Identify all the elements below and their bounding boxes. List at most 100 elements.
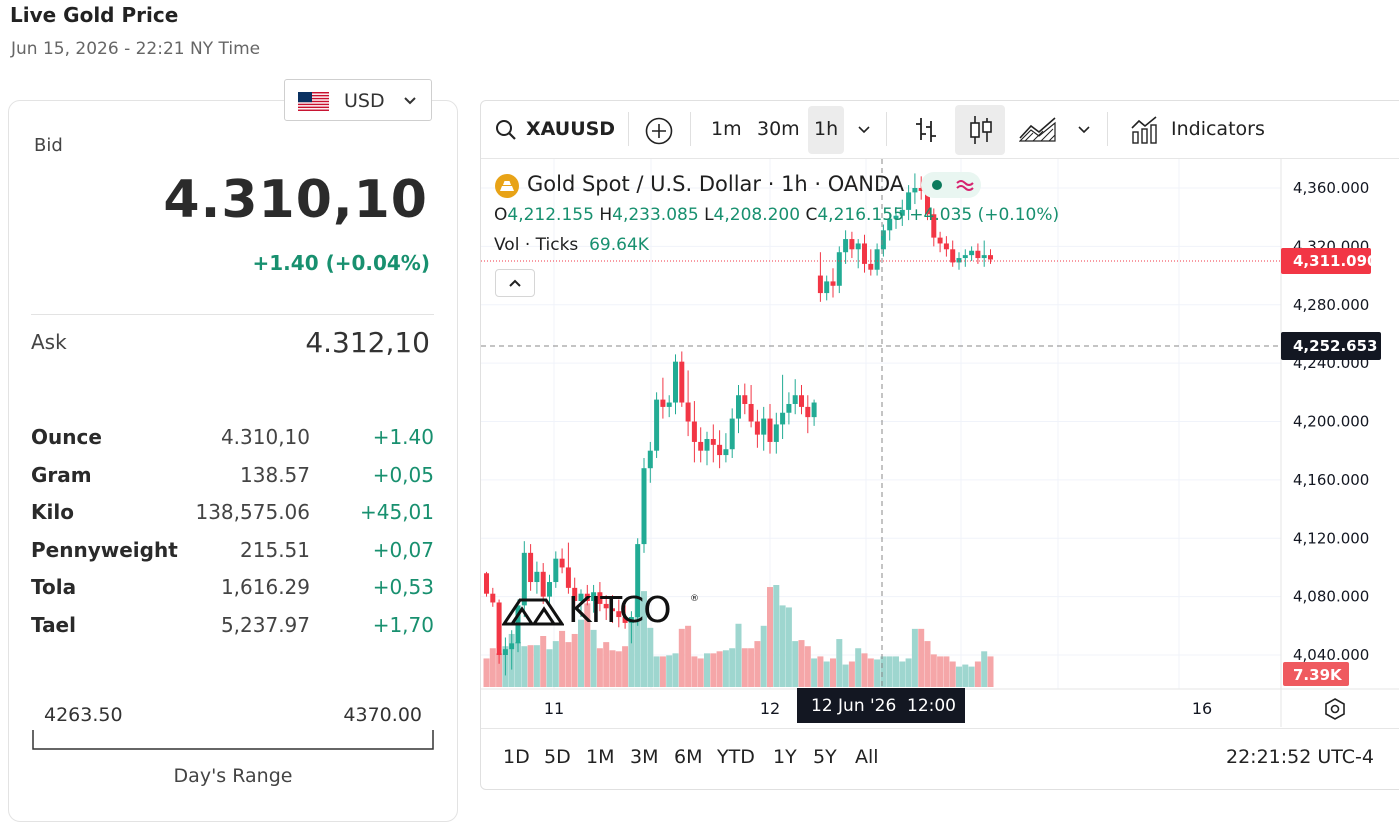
candle-body bbox=[862, 243, 867, 264]
compare-symbol-icon[interactable] bbox=[644, 116, 674, 146]
candle-body bbox=[729, 418, 735, 450]
volume-bar bbox=[874, 659, 881, 687]
toolbar-separator bbox=[1107, 112, 1108, 146]
candle-body bbox=[736, 395, 741, 419]
bid-change: +1.40 (+0.04%) bbox=[252, 251, 431, 275]
candle-body bbox=[773, 424, 779, 442]
kitco-wordmark: KITCO bbox=[568, 590, 672, 631]
legend-title: Gold Spot / U.S. Dollar · 1h · OANDA bbox=[527, 172, 905, 196]
candle-body bbox=[666, 402, 672, 407]
range-high: 4370.00 bbox=[343, 704, 422, 726]
range-5d[interactable]: 5D bbox=[544, 746, 571, 768]
volume-bar bbox=[533, 645, 540, 687]
volume-bar bbox=[823, 661, 830, 687]
price-tick-label: 4,120.000 bbox=[1293, 529, 1369, 547]
area-chart-type-icon[interactable] bbox=[1019, 116, 1057, 142]
chart-settings-icon[interactable] bbox=[1323, 697, 1347, 721]
volume-bar bbox=[817, 656, 824, 687]
bid-value: 4.310,10 bbox=[163, 170, 428, 230]
candle-body bbox=[698, 441, 704, 451]
chart-type-active-bg bbox=[955, 105, 1005, 155]
volume-bar bbox=[867, 658, 874, 687]
volume-bar bbox=[527, 645, 534, 687]
legend-volume: Vol · Ticks 69.64K bbox=[494, 235, 649, 255]
volume-bar bbox=[911, 628, 918, 687]
volume-bar bbox=[729, 648, 736, 687]
chart-clock: 22:21:52 UTC-4 bbox=[1226, 746, 1374, 768]
candle-body bbox=[849, 239, 855, 250]
range-ytd[interactable]: YTD bbox=[717, 746, 755, 768]
candle-body bbox=[950, 249, 956, 263]
toolbar-separator bbox=[886, 112, 887, 146]
chart-panel bbox=[480, 100, 1399, 790]
candle-body bbox=[912, 188, 918, 193]
volume-bar bbox=[722, 650, 729, 687]
time-tick-label: 16 bbox=[1192, 699, 1212, 718]
chevron-down-icon[interactable] bbox=[1077, 122, 1091, 136]
range-1d[interactable]: 1D bbox=[503, 746, 530, 768]
volume-bar bbox=[697, 658, 704, 687]
chart-overlays bbox=[481, 159, 1281, 689]
range-3m[interactable]: 3M bbox=[630, 746, 659, 768]
candle-body bbox=[710, 439, 716, 445]
unit-name: Kilo bbox=[31, 500, 74, 524]
price-tick-label: 4,360.000 bbox=[1293, 179, 1369, 197]
volume-bar bbox=[521, 646, 528, 687]
bar-chart-type-icon[interactable] bbox=[913, 116, 939, 144]
unit-change: +1.40 bbox=[372, 425, 434, 449]
candle-body bbox=[502, 649, 508, 655]
candle-body bbox=[988, 255, 993, 260]
range-all[interactable]: All bbox=[855, 746, 879, 768]
candle-body bbox=[679, 361, 685, 403]
unit-name: Tael bbox=[31, 613, 76, 637]
market-status[interactable] bbox=[921, 172, 981, 198]
candle-body bbox=[622, 617, 628, 623]
range-1m[interactable]: 1M bbox=[586, 746, 615, 768]
collapse-legend-button[interactable] bbox=[495, 269, 535, 297]
candles-chart-type-icon[interactable] bbox=[967, 114, 995, 146]
time-axis: 11 12 16 bbox=[544, 699, 1212, 718]
volume-bar bbox=[804, 646, 811, 687]
candle-body bbox=[635, 544, 641, 618]
interval-30m[interactable]: 30m bbox=[757, 118, 800, 140]
candle-body bbox=[673, 361, 678, 403]
volume-bar bbox=[798, 640, 805, 687]
currency-select[interactable]: USD bbox=[284, 79, 432, 121]
unit-name: Pennyweight bbox=[31, 538, 178, 562]
currency-value: USD bbox=[344, 90, 385, 112]
candle-body bbox=[925, 190, 930, 215]
candle-body bbox=[547, 582, 552, 597]
volume-bar bbox=[691, 656, 698, 687]
interval-1m[interactable]: 1m bbox=[711, 118, 742, 140]
range-5y[interactable]: 5Y bbox=[813, 746, 837, 768]
volume-bar bbox=[830, 658, 836, 687]
candle-body bbox=[717, 444, 723, 456]
symbol-search[interactable]: XAUUSD bbox=[526, 118, 616, 140]
volume-bar bbox=[937, 656, 944, 687]
last-volume-label: 7.39K bbox=[1293, 666, 1343, 684]
candle-body bbox=[811, 402, 817, 418]
volume-bar bbox=[956, 666, 962, 687]
kitco-logo-icon bbox=[502, 598, 564, 626]
price-chart[interactable]: 4,360.0004,320.0004,280.0004,240.0004,20… bbox=[481, 159, 1399, 727]
candle-body bbox=[591, 592, 597, 602]
volume-bar bbox=[930, 654, 937, 687]
range-label: Day's Range bbox=[173, 765, 293, 787]
interval-1h[interactable]: 1h bbox=[814, 118, 839, 140]
volume-bar bbox=[659, 656, 666, 687]
chevron-down-icon[interactable] bbox=[857, 122, 871, 136]
indicators-button[interactable]: Indicators bbox=[1171, 118, 1265, 140]
candle-body bbox=[843, 239, 849, 253]
range-1y[interactable]: 1Y bbox=[773, 746, 797, 768]
volume-bar bbox=[886, 656, 893, 687]
indicators-icon[interactable] bbox=[1130, 116, 1160, 144]
candle-body bbox=[855, 243, 861, 250]
candle-body bbox=[484, 573, 489, 594]
unit-change: +45,01 bbox=[359, 500, 434, 524]
search-icon[interactable] bbox=[495, 119, 517, 141]
candle-body bbox=[817, 275, 823, 294]
candle-body bbox=[565, 567, 571, 588]
range-6m[interactable]: 6M bbox=[674, 746, 703, 768]
volume-bar bbox=[760, 625, 767, 687]
ask-value: 4.312,10 bbox=[305, 326, 430, 359]
